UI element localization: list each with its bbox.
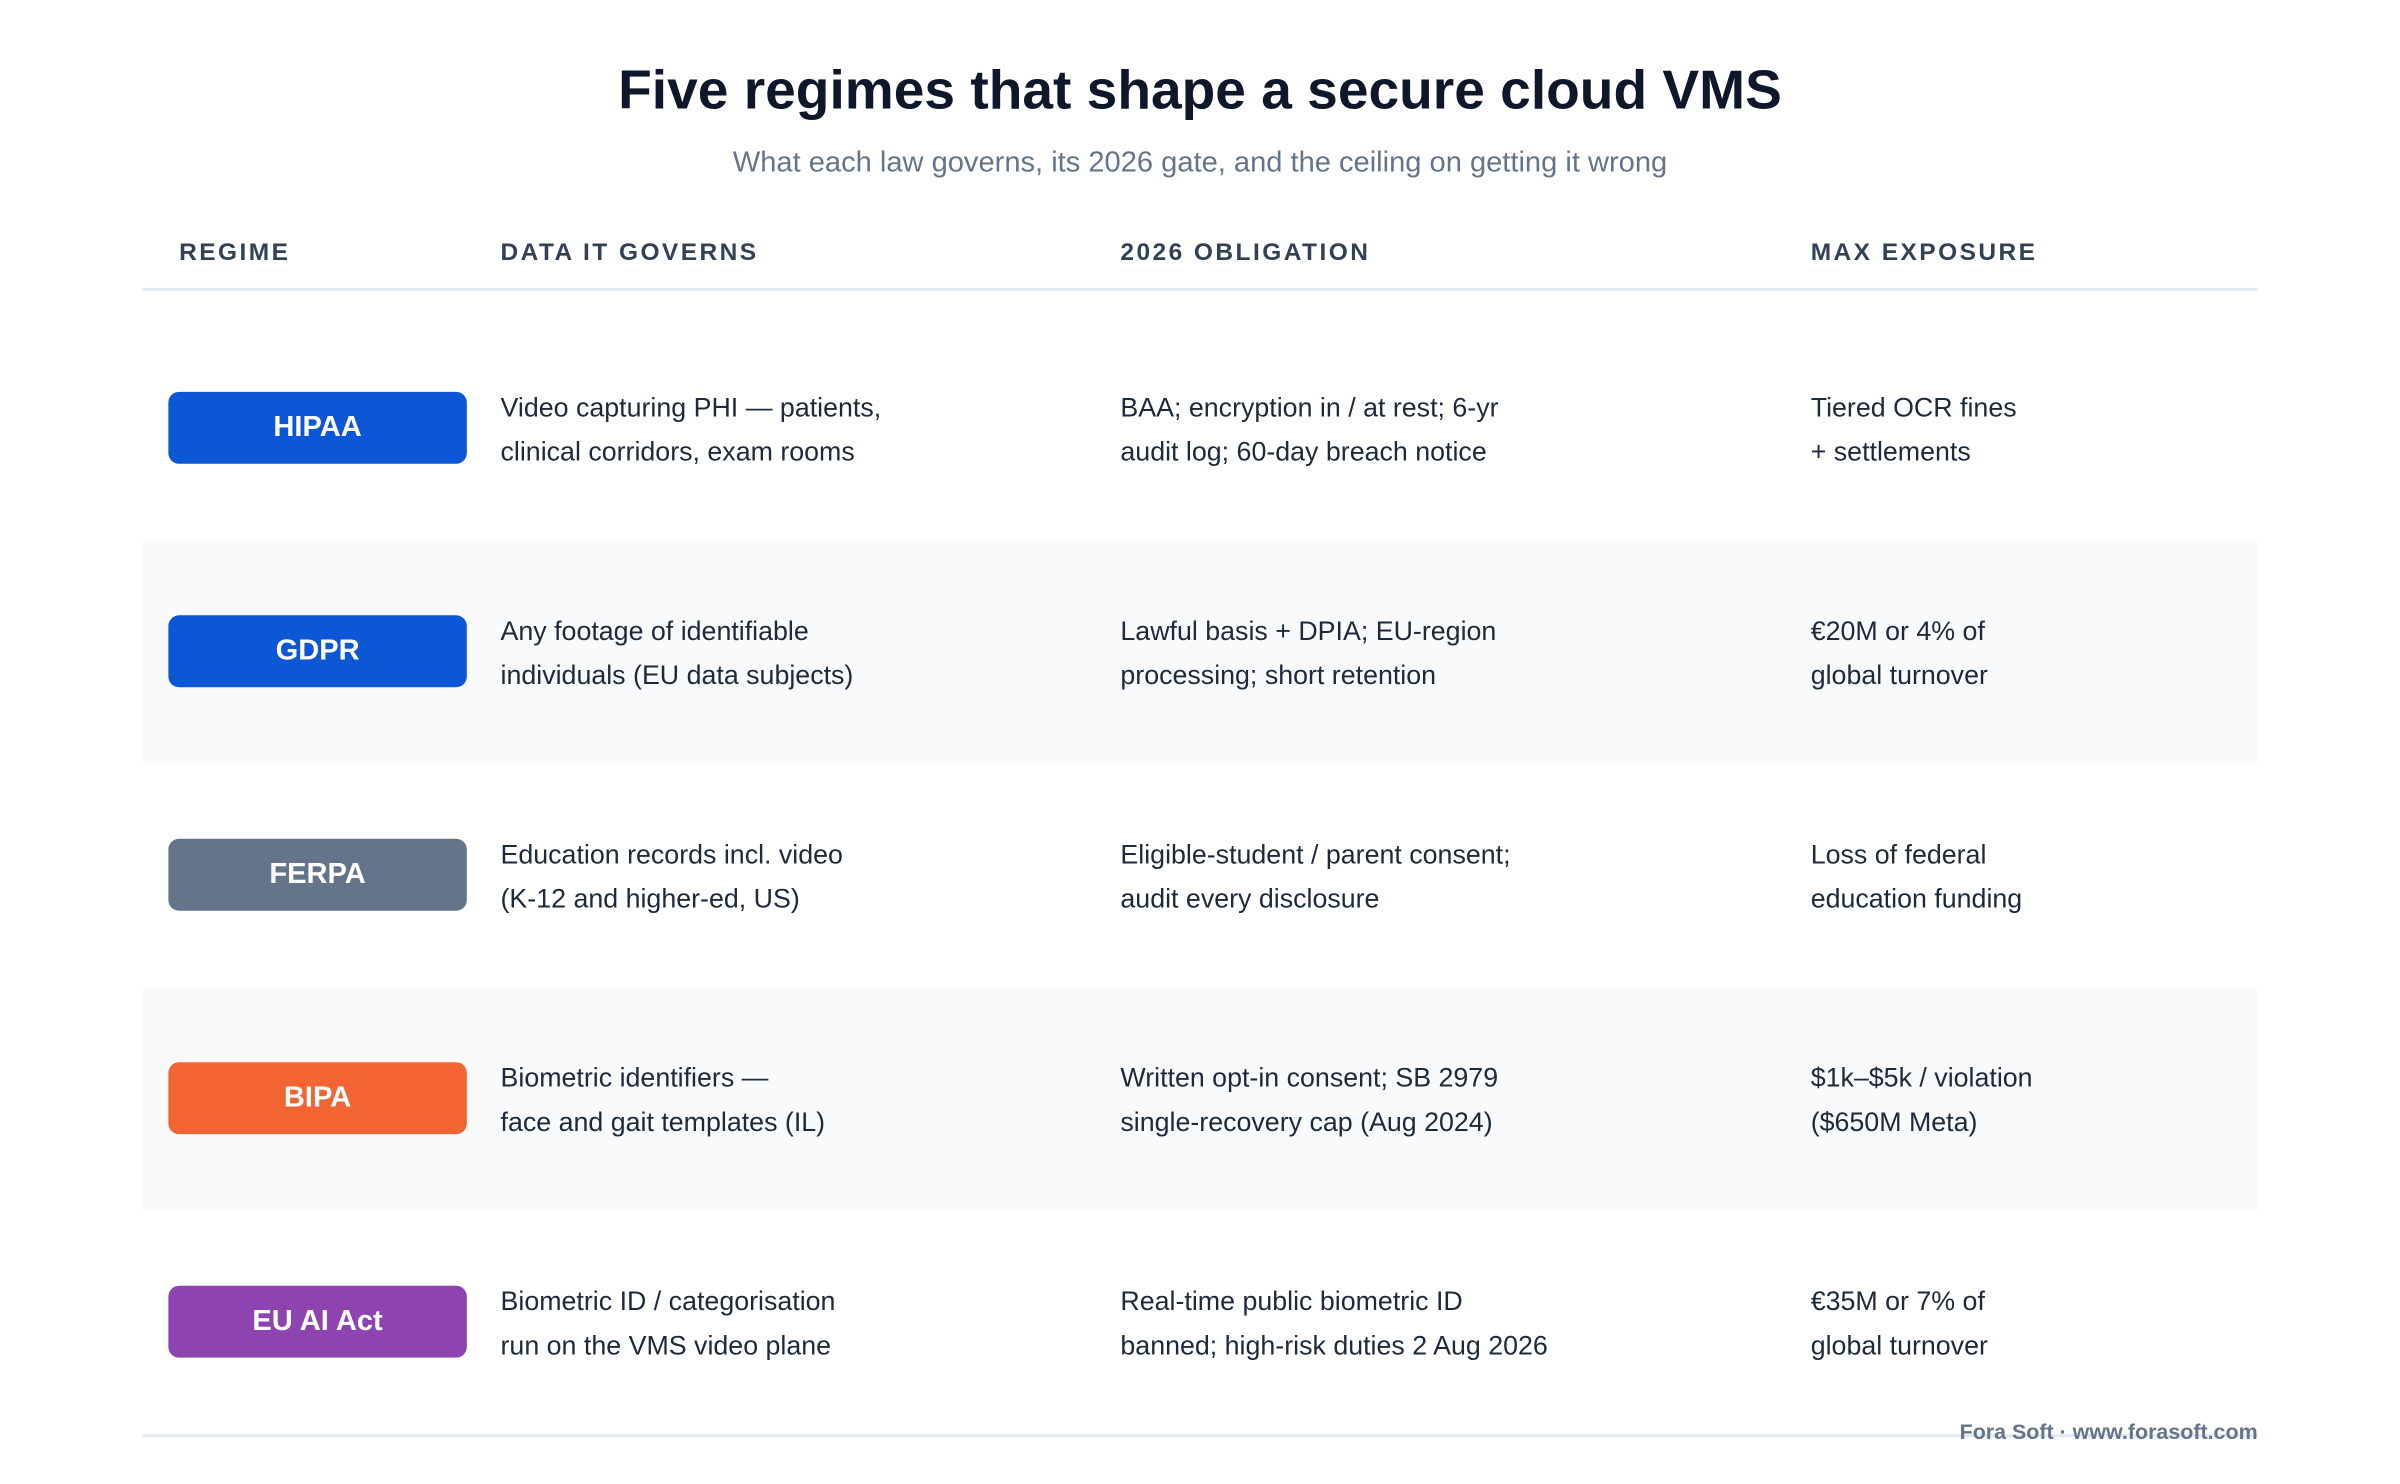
regime-badge: EU AI Act xyxy=(168,1285,467,1358)
governs-cell: Biometric ID / categorisation run on the … xyxy=(501,1280,836,1369)
column-header: 2026 OBLIGATION xyxy=(1120,240,1371,267)
table-row: HIPAA Video capturing PHI — patients, clin… xyxy=(142,317,2257,540)
cell-line: €35M or 7% of xyxy=(1810,1285,1985,1317)
cell-line: Any footage of identifiable xyxy=(500,615,809,646)
cell-line: Loss of federal xyxy=(1810,838,1987,870)
cell-line: education funding xyxy=(1810,883,2023,914)
cell-line: (K-12 and higher-ed, US) xyxy=(500,883,800,914)
column-header: DATA IT GOVERNS xyxy=(500,240,759,267)
obligation-cell: Written opt-in consent; SB 2979 single-re… xyxy=(1120,1056,1498,1145)
cell-line: audit log; 60-day breach notice xyxy=(1120,436,1487,467)
cell-line: processing; short retention xyxy=(1120,659,1437,691)
exposure-cell: Tiered OCR fines + settlements xyxy=(1811,386,2017,475)
exposure-cell: €20M or 4% of global turnover xyxy=(1811,609,1988,698)
cell-line: Video capturing PHI — patients, xyxy=(500,391,882,423)
cell-line: €20M or 4% of xyxy=(1810,615,1985,646)
obligation-cell: Real-time public biometric ID banned; hig… xyxy=(1120,1280,1547,1369)
regime-badge: GDPR xyxy=(168,615,467,688)
governs-cell: Any footage of identifiable individuals (… xyxy=(501,609,854,698)
exposure-cell: €35M or 7% of global turnover xyxy=(1811,1280,1988,1369)
cell-line: single-recovery cap (Aug 2024) xyxy=(1120,1106,1493,1138)
cell-line: BAA; encryption in / at rest; 6-yr xyxy=(1120,391,1499,423)
cell-line: Education records incl. video xyxy=(500,838,843,870)
cell-line: audit every disclosure xyxy=(1120,883,1380,914)
table-row: FERPA Education records incl. video (K-12 … xyxy=(142,764,2257,987)
column-header: REGIME xyxy=(179,240,291,267)
cell-line: Real-time public biometric ID xyxy=(1120,1285,1463,1317)
header-rule xyxy=(142,287,2258,291)
title: Five regimes that shape a secure cloud V… xyxy=(618,58,1782,121)
table-row: EU AI Act Biometric ID / categorisation ru… xyxy=(142,1211,2257,1434)
governs-cell: Education records incl. video (K-12 and h… xyxy=(501,833,843,922)
cell-line: $1k–$5k / violation xyxy=(1810,1062,2033,1093)
obligation-cell: Eligible-student / parent consent; audit … xyxy=(1120,833,1510,922)
cell-line: run on the VMS video plane xyxy=(500,1330,832,1361)
table-row: BIPA Biometric identifiers — face and gait… xyxy=(142,987,2258,1211)
cell-line: clinical corridors, exam rooms xyxy=(500,436,855,467)
obligation-cell: Lawful basis + DPIA; EU-region processing… xyxy=(1120,609,1496,698)
cell-line: Tiered OCR fines xyxy=(1810,391,2017,423)
cell-line: Biometric ID / categorisation xyxy=(500,1285,836,1317)
table-row: GDPR Any footage of identifiable individua… xyxy=(142,540,2258,764)
cell-line: Written opt-in consent; SB 2979 xyxy=(1120,1062,1499,1093)
cell-line: banned; high-risk duties 2 Aug 2026 xyxy=(1120,1330,1548,1361)
regime-badge: BIPA xyxy=(168,1062,467,1135)
governs-cell: Biometric identifiers — face and gait tem… xyxy=(501,1056,826,1145)
cell-line: Lawful basis + DPIA; EU-region xyxy=(1120,615,1497,646)
cell-line: ($650M Meta) xyxy=(1810,1106,1978,1138)
regime-badge: FERPA xyxy=(168,838,467,911)
cell-line: Eligible-student / parent consent; xyxy=(1120,838,1511,870)
cell-line: global turnover xyxy=(1810,1330,1988,1361)
exposure-cell: $1k–$5k / violation ($650M Meta) xyxy=(1811,1056,2033,1145)
cell-line: global turnover xyxy=(1810,659,1988,691)
exposure-cell: Loss of federal education funding xyxy=(1811,833,2022,922)
governs-cell: Video capturing PHI — patients, clinical … xyxy=(501,386,882,475)
cell-line: individuals (EU data subjects) xyxy=(500,659,854,691)
footer: Fora Soft · www.forasoft.com xyxy=(1959,1418,2258,1444)
cell-line: face and gait templates (IL) xyxy=(500,1106,826,1138)
cell-line: Biometric identifiers — xyxy=(500,1062,769,1093)
bottom-rule xyxy=(142,1434,2258,1438)
regime-badge: HIPAA xyxy=(168,391,467,464)
subtitle: What each law governs, its 2026 gate, an… xyxy=(732,146,1668,180)
obligation-cell: BAA; encryption in / at rest; 6-yr audit … xyxy=(1120,386,1498,475)
column-header: MAX EXPOSURE xyxy=(1810,240,2038,267)
cell-line: + settlements xyxy=(1810,436,1971,467)
